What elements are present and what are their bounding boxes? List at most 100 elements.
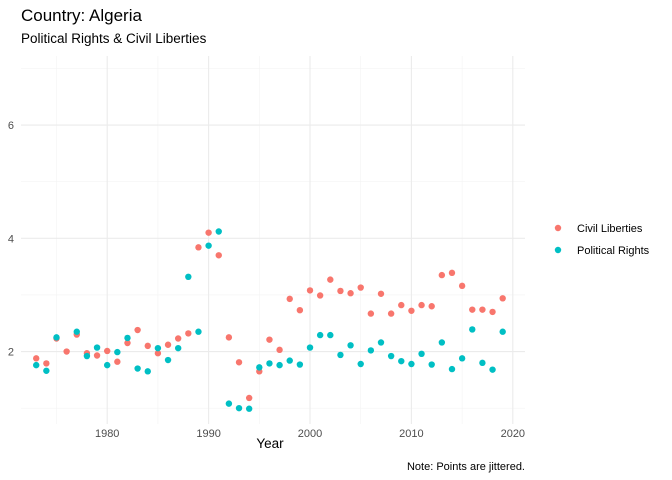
civil-liberties-point	[428, 303, 435, 310]
political-rights-point	[215, 228, 222, 235]
civil-liberties-point	[114, 358, 121, 365]
civil-liberties-point	[134, 326, 141, 334]
political-rights-point	[104, 361, 111, 369]
political-rights-point	[357, 360, 364, 368]
political-rights-point	[296, 361, 304, 368]
civil-liberties-point	[235, 359, 243, 366]
civil-liberties-point	[469, 306, 476, 313]
civil-liberties-point	[33, 355, 40, 362]
political-rights-point	[256, 364, 263, 371]
civil-liberties-point	[448, 269, 456, 277]
political-rights-point	[185, 273, 192, 280]
civil-liberties-point	[408, 307, 415, 314]
political-rights-point	[235, 404, 243, 412]
political-rights-point	[327, 331, 334, 339]
political-rights-point	[154, 344, 162, 352]
y-tick-label: 4	[8, 233, 14, 245]
minor-gridlines	[21, 56, 525, 424]
civil-liberties-point	[215, 252, 222, 259]
legend-label-political-rights: Political Rights	[577, 245, 650, 257]
x-axis-title: Year	[256, 436, 284, 451]
political-rights-point	[337, 351, 344, 359]
civil-liberties-point	[337, 287, 344, 295]
political-rights-point	[276, 361, 283, 369]
political-rights-point	[144, 368, 151, 375]
civil-liberties-point	[154, 350, 162, 357]
political-rights-point	[448, 365, 456, 373]
civil-liberties-point	[398, 301, 405, 309]
civil-liberties-point	[327, 276, 334, 283]
civil-liberties-point	[205, 229, 212, 236]
civil-liberties-point	[104, 347, 111, 355]
civil-liberties-point	[306, 287, 314, 294]
civil-liberties-point	[377, 290, 385, 297]
political-rights-point	[33, 361, 40, 369]
legend-label-civil-liberties: Civil Liberties	[577, 223, 643, 235]
civil-liberties-point	[387, 310, 395, 317]
political-rights-point	[286, 357, 293, 364]
civil-liberties-point	[174, 335, 182, 342]
civil-liberties-point	[185, 330, 192, 337]
x-tick-label: 1990	[196, 428, 220, 440]
civil-liberties-point	[489, 308, 496, 316]
chart-caption: Note: Points are jittered.	[407, 461, 525, 473]
political-rights-point	[164, 356, 172, 364]
x-tick-label: 2000	[298, 428, 322, 440]
civil-liberties-point	[144, 342, 151, 350]
political-rights-point	[266, 360, 273, 367]
political-rights-point	[438, 339, 446, 346]
political-rights-point	[479, 359, 486, 367]
political-rights-point	[306, 344, 314, 351]
civil-liberties-point	[458, 282, 466, 290]
political-rights-point	[245, 405, 253, 412]
political-rights-point	[73, 328, 80, 335]
data-points	[33, 228, 506, 412]
political-rights-point	[428, 361, 435, 368]
civil-liberties-point	[276, 346, 283, 354]
y-tick-label: 6	[8, 120, 14, 132]
legend: Civil Liberties Political Rights	[554, 223, 650, 257]
political-rights-point	[205, 242, 212, 249]
civil-liberties-point	[63, 348, 70, 355]
political-rights-point	[43, 367, 50, 374]
political-rights-point	[124, 334, 131, 342]
civil-liberties-point	[245, 394, 253, 402]
political-rights-point	[347, 342, 354, 349]
political-rights-point	[408, 360, 415, 368]
civil-liberties-point	[499, 295, 506, 302]
civil-liberties-point	[296, 307, 304, 314]
political-rights-point	[195, 328, 202, 335]
civil-liberties-point	[225, 334, 233, 341]
political-rights-point	[398, 357, 405, 365]
civil-liberties-point	[479, 306, 486, 313]
political-rights-point	[83, 352, 91, 360]
civil-liberties-point	[357, 284, 364, 291]
political-rights-point	[489, 366, 496, 373]
political-rights-point	[469, 326, 476, 333]
civil-liberties-point	[266, 336, 273, 343]
civil-liberties-point	[43, 360, 50, 367]
civil-liberties-point	[316, 292, 324, 299]
chart-subtitle: Political Rights & Civil Liberties	[21, 31, 207, 46]
legend-key-political-rights	[554, 246, 562, 254]
civil-liberties-point	[93, 352, 101, 359]
political-rights-point	[377, 339, 385, 346]
political-rights-point	[134, 365, 141, 372]
civil-liberties-point	[124, 339, 131, 347]
civil-liberties-point	[347, 290, 354, 297]
political-rights-point	[53, 334, 60, 341]
legend-key-civil-liberties	[554, 224, 562, 232]
political-rights-point	[114, 348, 121, 356]
political-rights-point	[367, 347, 375, 354]
political-rights-point	[225, 400, 233, 407]
political-rights-point	[458, 355, 466, 362]
civil-liberties-point	[286, 295, 293, 303]
chart-title: Country: Algeria	[21, 6, 142, 25]
political-rights-point	[418, 350, 425, 357]
x-tick-label: 2020	[501, 428, 525, 440]
political-rights-point	[316, 331, 324, 339]
civil-liberties-point	[367, 310, 375, 317]
x-tick-label: 2010	[399, 428, 423, 440]
civil-liberties-point	[164, 341, 172, 348]
